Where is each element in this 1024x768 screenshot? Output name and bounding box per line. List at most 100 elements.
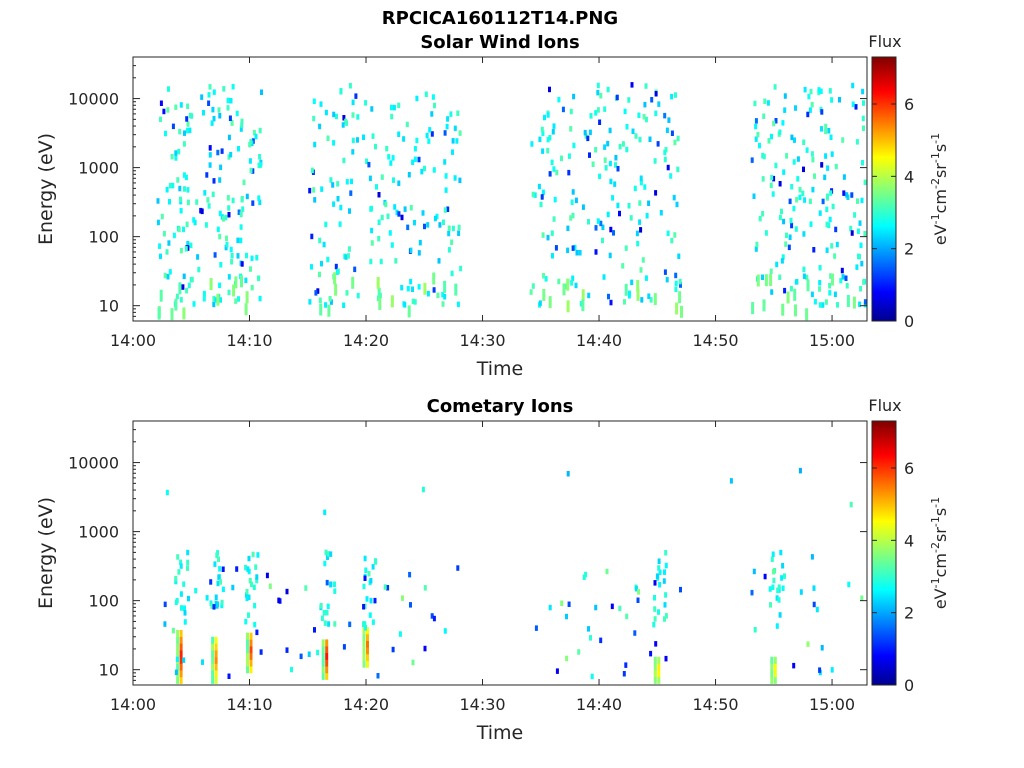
heatmap-cell	[376, 277, 380, 289]
heatmap-cell	[605, 568, 609, 575]
heatmap-cell	[229, 98, 233, 104]
heatmap-cell	[211, 656, 215, 664]
heatmap-cell	[237, 209, 241, 215]
heatmap-cell	[390, 113, 394, 120]
heatmap-cell	[830, 97, 834, 103]
heatmap-cell	[403, 302, 407, 308]
heatmap-cell	[774, 162, 778, 169]
heatmap-cell	[861, 115, 865, 122]
heatmap-cell	[341, 122, 345, 128]
heatmap-cell	[403, 206, 407, 212]
heatmap-cell	[841, 137, 845, 143]
heatmap-cell	[674, 286, 678, 293]
heatmap-cell	[770, 174, 774, 181]
heatmap-cell	[679, 586, 682, 593]
heatmap-cell	[664, 562, 668, 569]
heatmap-cell	[810, 291, 814, 298]
heatmap-cell	[345, 179, 349, 185]
heatmap-cell	[782, 218, 786, 225]
heatmap-cell	[584, 571, 588, 578]
heatmap-cell	[594, 604, 598, 611]
heatmap-cell	[842, 174, 846, 180]
heatmap-cell	[663, 112, 667, 119]
heatmap-cell	[187, 595, 190, 602]
heatmap-cell	[231, 584, 235, 591]
heatmap-cell	[347, 246, 351, 252]
heatmap-cell	[552, 216, 556, 222]
heatmap-cell	[175, 656, 179, 663]
heatmap-cell	[240, 196, 244, 202]
heatmap-cell	[663, 616, 666, 622]
heatmap-cell	[856, 228, 860, 234]
heatmap-cell	[761, 211, 765, 217]
heatmap-cell	[771, 569, 775, 575]
x-axis-label: Time	[476, 722, 524, 744]
heatmap-cell	[778, 129, 782, 135]
heatmap-cell	[249, 659, 253, 667]
heatmap-cell	[362, 634, 366, 641]
heatmap-cell	[775, 261, 779, 268]
heatmap-cell	[793, 137, 796, 143]
heatmap-cell	[362, 627, 366, 635]
heatmap-cell	[787, 244, 791, 251]
heatmap-cell	[258, 154, 262, 160]
colorbar-gradient	[871, 56, 897, 322]
heatmap-cell	[753, 100, 757, 107]
heatmap-cell	[818, 302, 822, 308]
heatmap-cell	[825, 221, 829, 228]
heatmap-cell	[820, 126, 823, 132]
heatmap-cell	[783, 573, 786, 579]
heatmap-cell	[677, 253, 681, 259]
heatmap-cell	[453, 175, 457, 181]
heatmap-cell	[658, 569, 662, 575]
heatmap-cell	[164, 130, 167, 137]
heatmap-cell	[840, 267, 844, 274]
heatmap-cell	[560, 600, 564, 606]
heatmap-cell	[183, 186, 186, 192]
heatmap-cell	[572, 93, 576, 100]
heatmap-cell	[162, 108, 166, 115]
heatmap-cell	[802, 231, 806, 237]
heatmap-cell	[320, 186, 324, 192]
heatmap-cell	[783, 287, 787, 294]
x-ticks: 14:00 14:10 14:20 14:30 14:40 14:50 15:00	[110, 421, 855, 714]
heatmap-cell	[566, 247, 570, 254]
heatmap-cell	[259, 649, 263, 655]
heatmap-cell	[171, 182, 175, 189]
heatmap-cell	[208, 152, 212, 158]
heatmap-cell	[182, 273, 186, 280]
heatmap-cell	[239, 126, 243, 132]
heatmap-cell	[565, 613, 568, 620]
heatmap-cell	[178, 128, 182, 135]
heatmap-cell	[447, 225, 451, 231]
heatmap-cell	[423, 282, 427, 295]
heatmap-cell	[763, 98, 767, 104]
heatmap-cell	[754, 246, 758, 252]
heatmap-cell	[811, 156, 815, 163]
heatmap-cell	[551, 253, 554, 259]
heatmap-cell	[789, 285, 793, 292]
heatmap-cell	[407, 305, 411, 318]
heatmap-cell	[174, 578, 178, 585]
heatmap-cell	[578, 250, 582, 256]
heatmap-cell	[163, 621, 167, 627]
heatmap-cell	[583, 129, 587, 136]
heatmap-cell	[336, 196, 340, 202]
heatmap-cell	[782, 169, 786, 175]
heatmap-cell	[251, 551, 255, 558]
heatmap-cell	[186, 199, 190, 206]
heatmap-cell	[226, 195, 230, 201]
heatmap-cell	[618, 143, 622, 150]
heatmap-cell	[188, 127, 192, 134]
heatmap-cell	[594, 249, 598, 255]
heatmap-cell	[423, 165, 426, 172]
heatmap-cell	[165, 489, 169, 496]
heatmap-cell	[375, 184, 378, 190]
heatmap-cell	[346, 253, 350, 259]
heatmap-cell	[828, 290, 832, 296]
heatmap-cell	[411, 298, 415, 305]
heatmap-cell	[818, 210, 822, 216]
heatmap-cell	[589, 113, 593, 119]
heatmap-cell	[216, 293, 220, 306]
heatmap-cell	[369, 258, 373, 265]
